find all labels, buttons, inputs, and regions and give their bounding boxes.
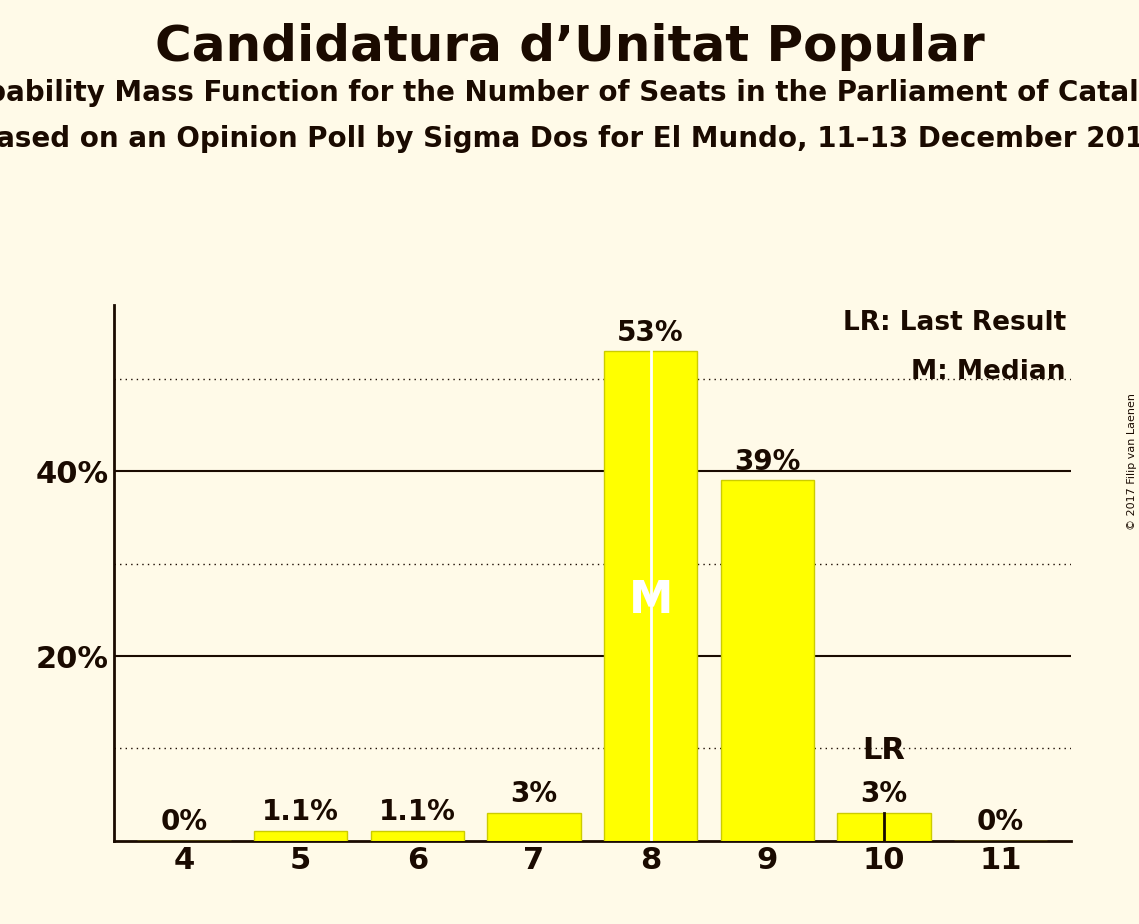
Bar <box>254 831 347 841</box>
Text: Candidatura d’Unitat Popular: Candidatura d’Unitat Popular <box>155 23 984 71</box>
Text: LR: LR <box>862 736 906 765</box>
Text: Based on an Opinion Poll by Sigma Dos for El Mundo, 11–13 December 2017: Based on an Opinion Poll by Sigma Dos fo… <box>0 125 1139 152</box>
Text: 1.1%: 1.1% <box>379 798 456 826</box>
Text: 3%: 3% <box>860 781 908 808</box>
Text: M: Median: M: Median <box>911 359 1066 384</box>
Bar <box>837 813 931 841</box>
Text: 53%: 53% <box>617 319 683 346</box>
Bar <box>721 480 814 841</box>
Text: 0%: 0% <box>977 808 1024 836</box>
Text: Probability Mass Function for the Number of Seats in the Parliament of Catalonia: Probability Mass Function for the Number… <box>0 79 1139 106</box>
Bar <box>487 813 581 841</box>
Bar <box>370 831 464 841</box>
Text: 3%: 3% <box>510 781 557 808</box>
Text: LR: Last Result: LR: Last Result <box>843 310 1066 336</box>
Bar <box>604 351 697 841</box>
Text: 1.1%: 1.1% <box>262 798 339 826</box>
Text: 0%: 0% <box>161 808 207 836</box>
Text: M: M <box>629 579 673 622</box>
Text: 39%: 39% <box>735 448 801 476</box>
Text: © 2017 Filip van Laenen: © 2017 Filip van Laenen <box>1126 394 1137 530</box>
